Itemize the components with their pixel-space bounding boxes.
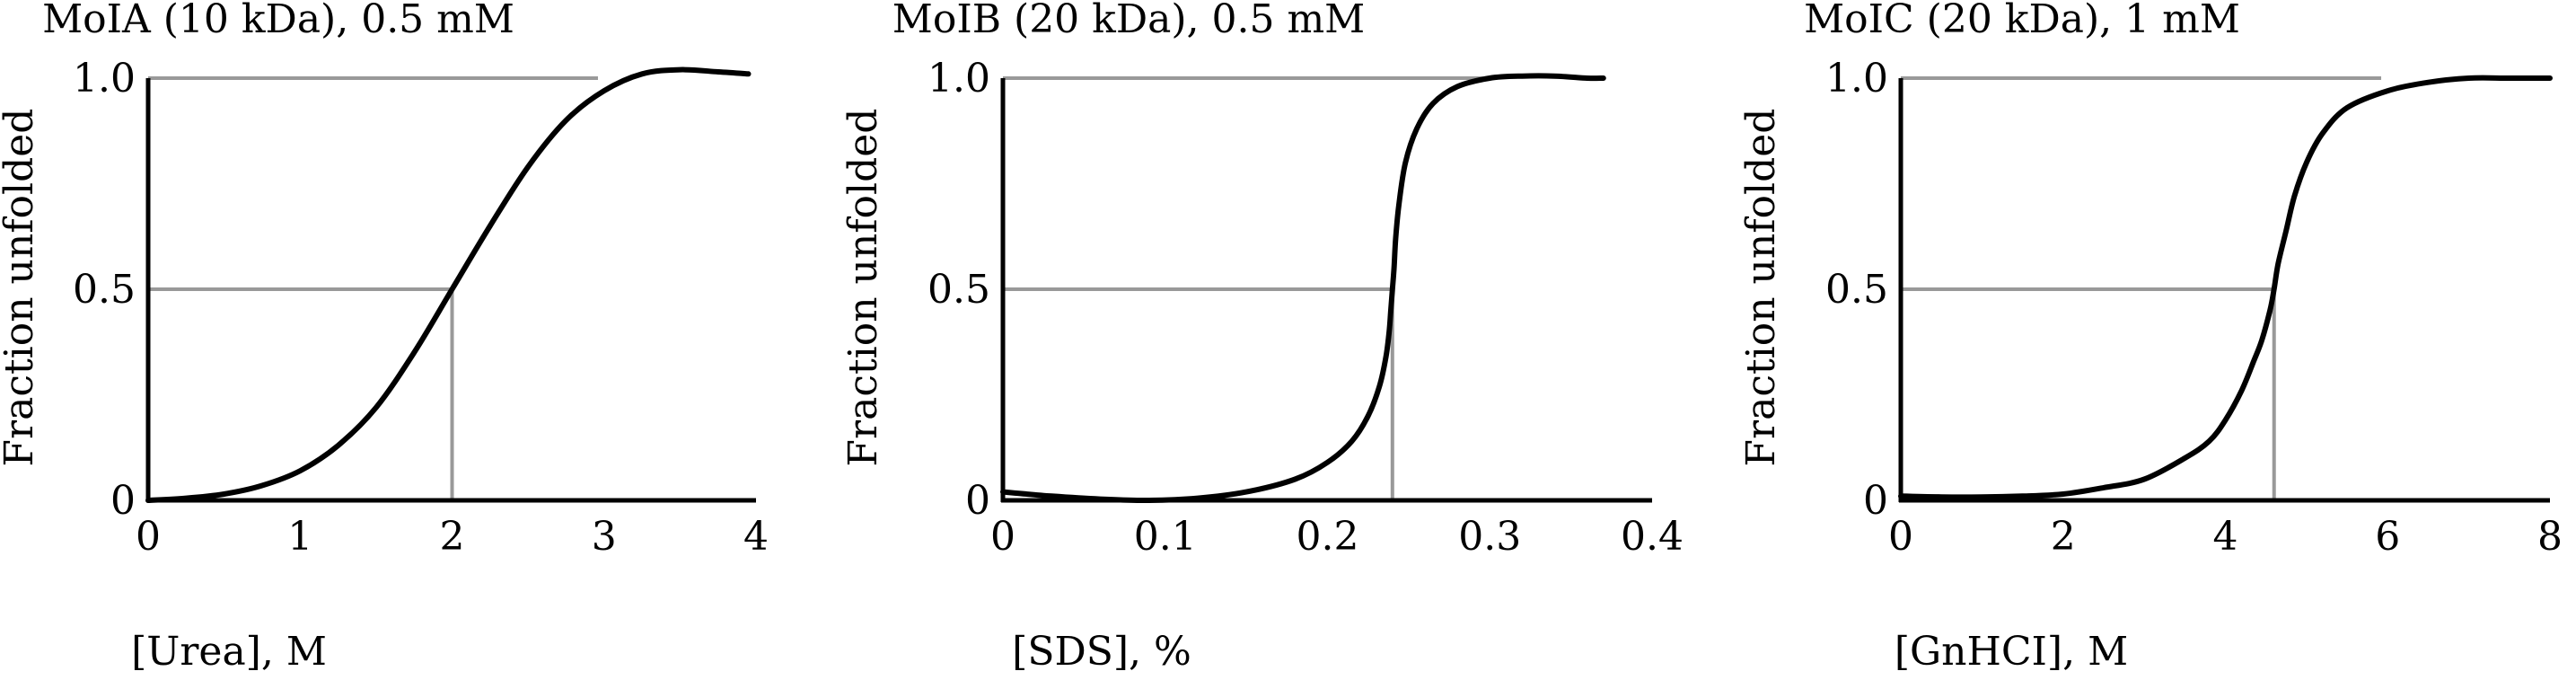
- x-tick-label: 4: [743, 514, 769, 560]
- y-tick-label: 0.5: [73, 267, 136, 313]
- chart-moia-svg: MoIA (10 kDa), 0.5 mM Fraction unfolded …: [0, 0, 769, 675]
- x-tick-label: 0: [990, 514, 1015, 560]
- x-axis-label: [SDS], %: [1012, 629, 1191, 675]
- x-tick-label: 2: [2051, 514, 2076, 560]
- y-tick-label: 0: [965, 478, 990, 524]
- x-axis-label: [GnHCI], M: [1895, 629, 2128, 675]
- chart-moic-svg: MoIC (20 kDa), 1 mM Fraction unfolded [G…: [1738, 0, 2563, 675]
- y-tick-label: 1.0: [73, 56, 136, 102]
- y-tick-label: 1.0: [928, 56, 990, 102]
- x-tick-label: 8: [2537, 514, 2563, 560]
- series-line: [1000, 73, 1606, 504]
- y-tick-label: 0: [110, 478, 136, 524]
- chart-panel-moia: MoIA (10 kDa), 0.5 mM Fraction unfolded …: [0, 0, 808, 680]
- y-axis-label: Fraction unfolded: [0, 109, 42, 467]
- y-tick-label: 0.5: [928, 267, 990, 313]
- x-tick-label: 0: [1888, 514, 1913, 560]
- x-tick-label: 0.2: [1297, 514, 1359, 560]
- chart-title: MoIA (10 kDa), 0.5 mM: [42, 0, 514, 42]
- series-line: [145, 66, 752, 503]
- x-tick-label: 0: [136, 514, 161, 560]
- y-tick-label: 1.0: [1825, 56, 1888, 102]
- x-tick-label: 1: [287, 514, 312, 560]
- x-tick-label: 0.4: [1621, 514, 1684, 560]
- plot-area: 0 1 2 3 4 0 0.5 1.0: [73, 56, 769, 560]
- series-line: [1898, 75, 2553, 500]
- chart-moib-svg: MoIB (20 kDa), 0.5 mM Fraction unfolded …: [840, 0, 1684, 675]
- x-tick-label: 4: [2213, 514, 2238, 560]
- y-axis-label: Fraction unfolded: [1738, 109, 1784, 467]
- y-tick-label: 0.5: [1825, 267, 1888, 313]
- x-tick-label: 0.1: [1134, 514, 1197, 560]
- chart-panel-moib: MoIB (20 kDa), 0.5 mM Fraction unfolded …: [840, 0, 1706, 680]
- x-tick-label: 0.3: [1458, 514, 1521, 560]
- x-tick-label: 6: [2375, 514, 2400, 560]
- plot-area: 0 2 4 6 8 0 0.5 1.0: [1825, 56, 2563, 560]
- x-axis-label: [Urea], M: [131, 629, 327, 675]
- x-tick-label: 3: [592, 514, 617, 560]
- plot-area: 0 0.1 0.2 0.3 0.4 0 0.5 1.0: [928, 56, 1684, 560]
- y-axis-label: Fraction unfolded: [840, 109, 886, 467]
- chart-panel-moic: MoIC (20 kDa), 1 mM Fraction unfolded [G…: [1738, 0, 2576, 680]
- chart-title: MoIB (20 kDa), 0.5 mM: [892, 0, 1365, 42]
- chart-title: MoIC (20 kDa), 1 mM: [1804, 0, 2240, 42]
- y-tick-label: 0: [1863, 478, 1888, 524]
- x-tick-label: 2: [440, 514, 465, 560]
